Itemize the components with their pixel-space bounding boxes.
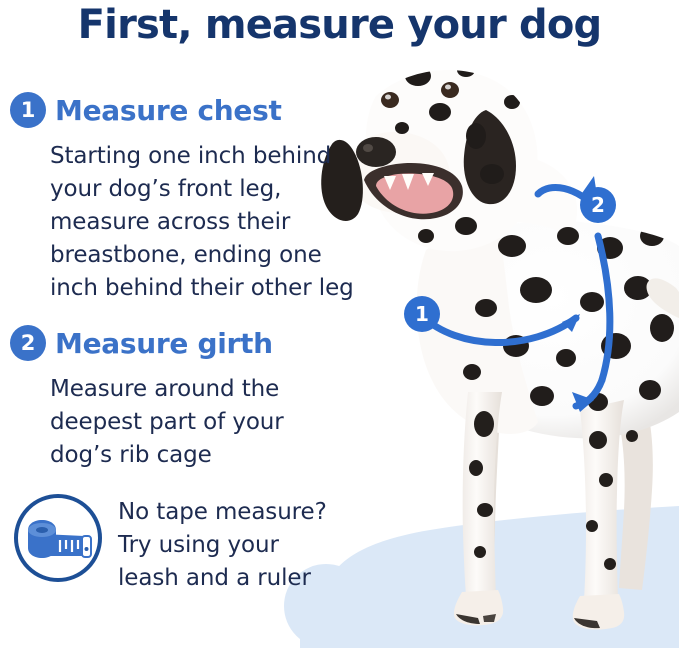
step-2-badge: 2	[10, 325, 46, 361]
measurement-annotations	[418, 176, 614, 412]
dog-photo-panel	[280, 40, 679, 648]
step-1-line-1: Starting one inch behind	[50, 143, 332, 169]
dalmatian-dog-illustration	[321, 70, 679, 630]
tip-line-2: Try using your	[118, 532, 279, 558]
step-2-line-1: Measure around the	[50, 376, 280, 402]
step-2-line-2: deepest part of your	[50, 409, 284, 435]
tape-measure-icon	[14, 494, 102, 582]
step-1-badge: 1	[10, 92, 46, 128]
step-1-line-5: inch behind their other leg	[50, 275, 354, 301]
step-2-body: Measure around the deepest part of your …	[50, 373, 395, 472]
marker-1: 1	[404, 296, 440, 332]
step-1-body: Starting one inch behind your dog’s fron…	[50, 140, 395, 305]
step-1-title: Measure chest	[55, 94, 282, 127]
chest-measurement-arrow	[418, 312, 580, 346]
tip-line-3: leash and a ruler	[118, 565, 311, 591]
step-1-header: 1 Measure chest	[0, 92, 400, 132]
step-1-line-2: your dog’s front leg,	[50, 176, 282, 202]
page-title: First, measure your dog	[77, 2, 603, 48]
step-2-line-3: dog’s rib cage	[50, 442, 212, 468]
tip-line-1: No tape measure?	[118, 499, 327, 525]
step-2-title: Measure girth	[55, 327, 273, 360]
tip-text: No tape measure? Try using your leash an…	[118, 496, 327, 595]
marker-2: 2	[580, 187, 616, 223]
step-1: 1 Measure chest Starting one inch behind…	[0, 92, 400, 301]
steps-column: 1 Measure chest Starting one inch behind…	[0, 92, 400, 602]
step-1-line-4: breastbone, ending one	[50, 242, 322, 268]
step-1-line-3: measure across their	[50, 209, 291, 235]
tip-row: No tape measure? Try using your leash an…	[0, 492, 400, 602]
step-2-header: 2 Measure girth	[0, 325, 400, 365]
step-2: 2 Measure girth Measure around the deepe…	[0, 325, 400, 468]
